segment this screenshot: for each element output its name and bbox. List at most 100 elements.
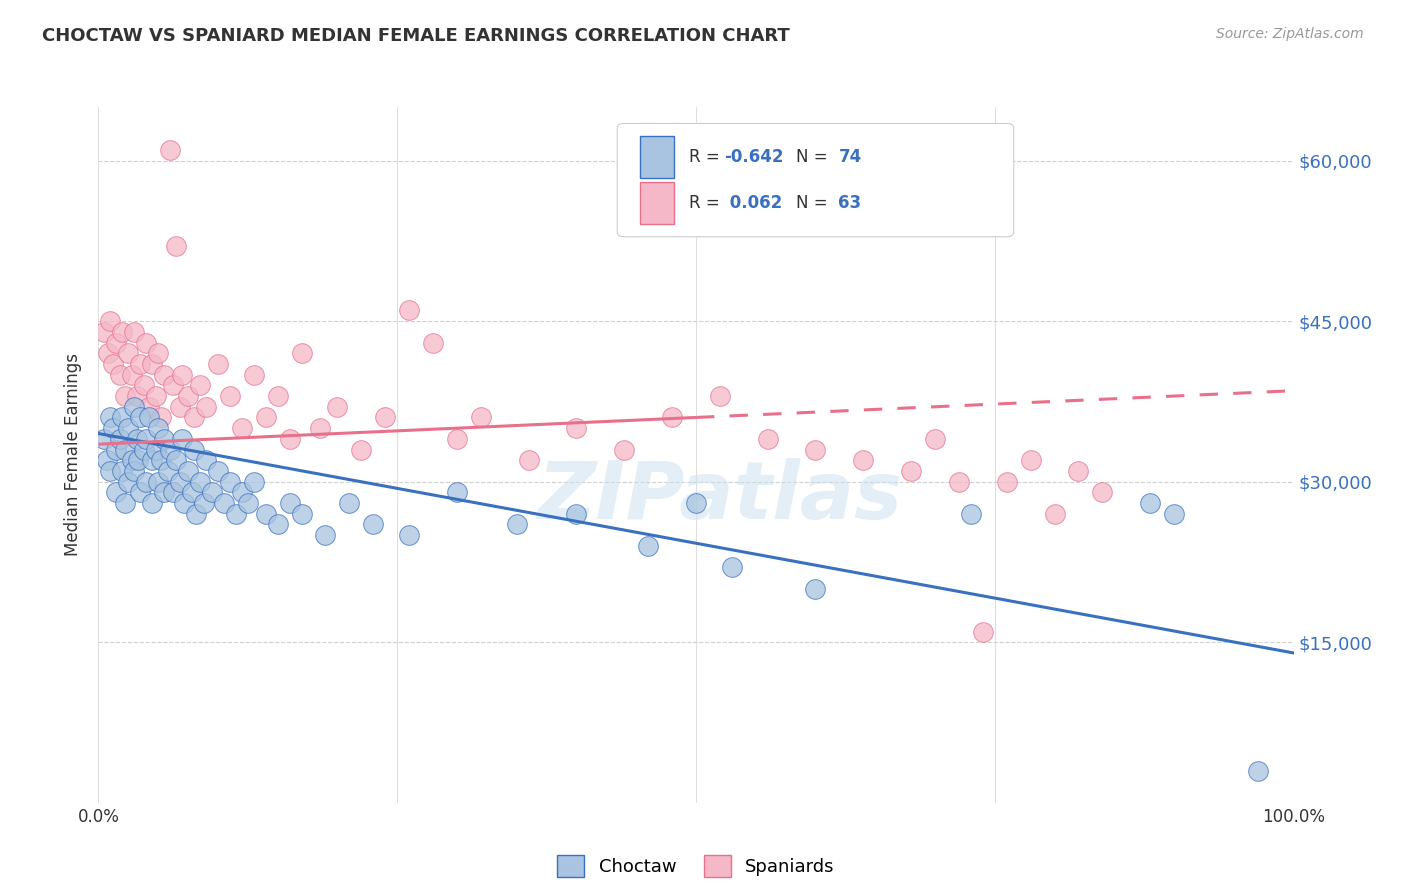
Point xyxy=(129,357,152,371)
Point xyxy=(243,368,266,382)
Point xyxy=(948,475,970,489)
Point xyxy=(291,346,314,360)
Point xyxy=(219,475,242,489)
Point xyxy=(129,410,152,425)
Point xyxy=(225,507,247,521)
Point xyxy=(105,335,128,350)
Point xyxy=(363,517,385,532)
Point xyxy=(291,507,314,521)
Point xyxy=(315,528,337,542)
Point xyxy=(135,432,157,446)
Point xyxy=(101,357,124,371)
Point xyxy=(129,485,152,500)
Point xyxy=(149,410,172,425)
Point xyxy=(172,368,194,382)
Point xyxy=(243,475,266,489)
Point xyxy=(180,485,202,500)
Point xyxy=(148,346,170,360)
Point xyxy=(114,496,136,510)
Point xyxy=(685,496,707,510)
Point xyxy=(194,453,218,467)
Point xyxy=(169,400,191,414)
Point xyxy=(254,507,277,521)
Point xyxy=(124,464,146,478)
Point xyxy=(125,389,148,403)
Point xyxy=(145,442,167,457)
Point xyxy=(1019,453,1042,467)
Point xyxy=(1091,485,1114,500)
Point xyxy=(114,389,136,403)
Point xyxy=(186,507,208,521)
Point xyxy=(108,432,131,446)
Point xyxy=(148,475,170,489)
Point xyxy=(924,432,946,446)
Text: CHOCTAW VS SPANIARD MEDIAN FEMALE EARNINGS CORRELATION CHART: CHOCTAW VS SPANIARD MEDIAN FEMALE EARNIN… xyxy=(42,27,790,45)
Point xyxy=(207,357,229,371)
Point xyxy=(506,517,529,532)
Point xyxy=(972,624,994,639)
Point xyxy=(565,421,588,435)
Point xyxy=(141,496,163,510)
Point xyxy=(177,464,200,478)
Point xyxy=(193,496,215,510)
Point xyxy=(169,475,191,489)
Point xyxy=(114,442,136,457)
Legend: Choctaw, Spaniards: Choctaw, Spaniards xyxy=(550,847,842,884)
Point xyxy=(132,442,155,457)
Point xyxy=(959,507,981,521)
Point xyxy=(93,325,115,339)
Point xyxy=(267,389,290,403)
Point xyxy=(98,314,122,328)
Point xyxy=(254,410,277,425)
Text: N =: N = xyxy=(796,148,834,166)
Point xyxy=(172,432,194,446)
Point xyxy=(121,453,143,467)
Point xyxy=(231,485,253,500)
Point xyxy=(153,485,176,500)
Text: ZIPatlas: ZIPatlas xyxy=(537,458,903,536)
Point xyxy=(111,410,134,425)
Text: Source: ZipAtlas.com: Source: ZipAtlas.com xyxy=(1216,27,1364,41)
Point xyxy=(422,335,444,350)
Point xyxy=(159,442,181,457)
Point xyxy=(267,517,290,532)
Point xyxy=(101,421,124,435)
Point xyxy=(153,432,176,446)
Point xyxy=(374,410,396,425)
Point xyxy=(219,389,242,403)
Point xyxy=(207,464,229,478)
Point xyxy=(339,496,360,510)
Point xyxy=(105,485,128,500)
Point xyxy=(721,560,744,574)
Point xyxy=(398,303,420,318)
Text: 74: 74 xyxy=(838,148,862,166)
Point xyxy=(308,421,330,435)
Point xyxy=(756,432,779,446)
Text: R =: R = xyxy=(689,194,725,212)
Point xyxy=(124,325,146,339)
Point xyxy=(470,410,492,425)
Point xyxy=(117,475,139,489)
Point xyxy=(124,400,146,414)
Point xyxy=(159,143,181,157)
Point xyxy=(162,485,184,500)
Point xyxy=(145,389,167,403)
Point xyxy=(236,496,259,510)
Point xyxy=(637,539,659,553)
Text: -0.642: -0.642 xyxy=(724,148,783,166)
Point xyxy=(173,496,195,510)
Point xyxy=(125,432,148,446)
Point xyxy=(111,325,134,339)
Point xyxy=(1163,507,1185,521)
Point xyxy=(149,453,172,467)
Point xyxy=(446,432,468,446)
Text: R =: R = xyxy=(689,148,725,166)
Point xyxy=(446,485,468,500)
Point xyxy=(135,475,157,489)
Point xyxy=(93,432,115,446)
Point xyxy=(613,442,636,457)
Point xyxy=(98,410,122,425)
Point xyxy=(278,496,301,510)
Text: 0.062: 0.062 xyxy=(724,194,782,212)
Point xyxy=(183,442,205,457)
